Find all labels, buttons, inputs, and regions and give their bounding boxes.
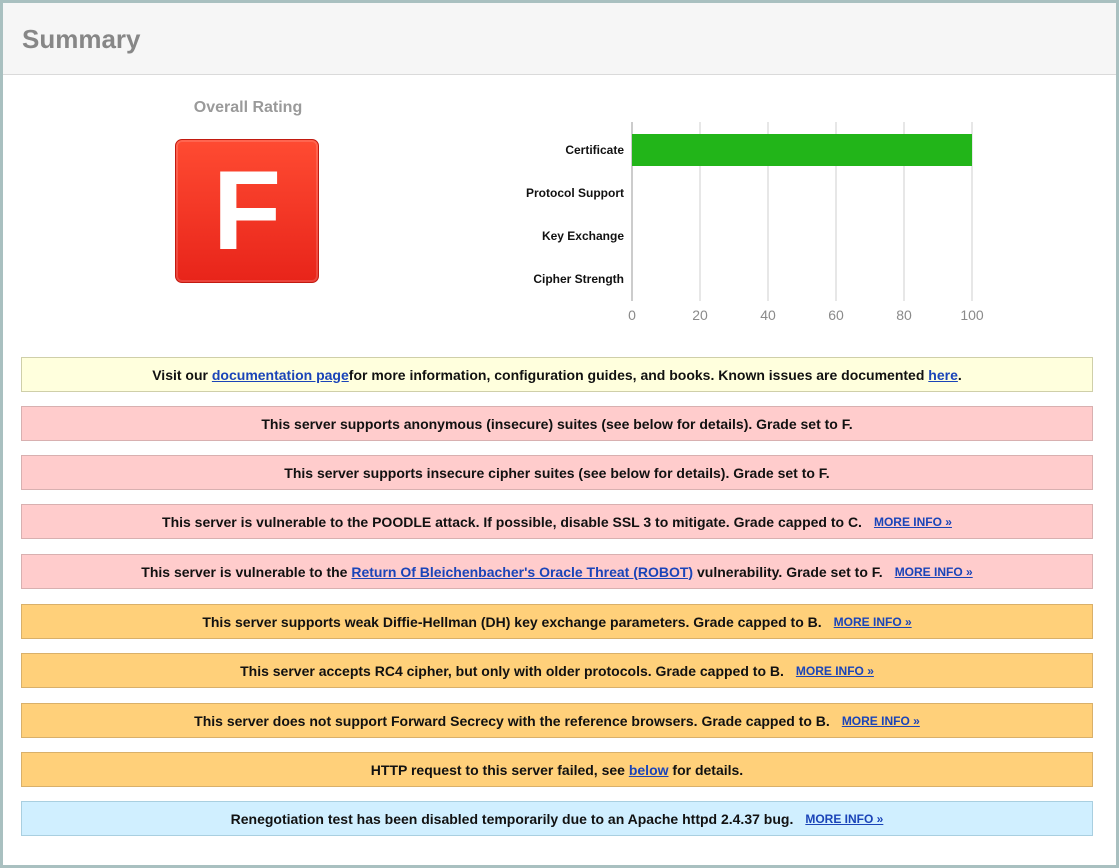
x-tick-label: 80	[896, 307, 912, 323]
x-tick-label: 60	[828, 307, 844, 323]
notice-forward-secrecy: This server does not support Forward Sec…	[21, 703, 1093, 738]
notice-text: This server accepts RC4 cipher, but only…	[240, 662, 784, 679]
category-label: Protocol Support	[526, 186, 624, 200]
known-issues-link[interactable]: here	[928, 366, 958, 383]
overall-rating-label: Overall Rating	[193, 99, 303, 116]
notice-anonymous-suites: This server supports anonymous (insecure…	[21, 406, 1093, 441]
notice-text: This server supports anonymous (insecure…	[261, 415, 853, 432]
notice-text: Visit our	[152, 366, 208, 383]
x-tick-label: 20	[692, 307, 708, 323]
notice-text: This server supports weak Diffie-Hellman…	[202, 613, 822, 630]
more-info-link[interactable]: MORE INFO »	[841, 713, 920, 728]
notice-rc4: This server accepts RC4 cipher, but only…	[21, 653, 1093, 688]
x-tick-label: 0	[628, 307, 636, 323]
notice-text: for details.	[672, 761, 744, 778]
documentation-link[interactable]: documentation page	[211, 366, 349, 383]
x-tick-label: 100	[960, 307, 984, 323]
grade-badge: F	[175, 139, 319, 283]
category-label: Certificate	[565, 143, 624, 157]
notice-http-failed: HTTP request to this server failed, see …	[21, 752, 1093, 787]
more-info-link[interactable]: MORE INFO »	[805, 811, 884, 826]
bar	[632, 134, 972, 166]
notice-text: HTTP request to this server failed, see	[370, 761, 625, 778]
notice-text: .	[957, 366, 962, 383]
notice-insecure-ciphers: This server supports insecure cipher sui…	[21, 455, 1093, 490]
rating-chart: Certificate Protocol Support Key Exchange C…	[526, 122, 984, 323]
notice-poodle: This server is vulnerable to the POODLE …	[21, 504, 1093, 539]
more-info-link[interactable]: MORE INFO »	[795, 663, 874, 678]
more-info-link[interactable]: MORE INFO »	[894, 564, 973, 579]
notice-text: vulnerability. Grade set to F.	[697, 563, 883, 580]
notice-text: This server does not support Forward Sec…	[194, 712, 830, 729]
more-info-link[interactable]: MORE INFO »	[833, 614, 912, 629]
notice-text: Renegotiation test has been disabled tem…	[230, 810, 794, 827]
grade-letter: F	[212, 148, 282, 273]
notice-text: This server is vulnerable to the	[141, 563, 348, 580]
robot-link[interactable]: Return Of Bleichenbacher's Oracle Threat…	[351, 563, 694, 580]
category-label: Cipher Strength	[533, 272, 624, 286]
notice-text: for more information, configuration guid…	[348, 366, 925, 383]
notice-documentation: Visit our documentation page for more in…	[21, 357, 1093, 392]
notice-weak-dh: This server supports weak Diffie-Hellman…	[21, 604, 1093, 639]
more-info-link[interactable]: MORE INFO »	[873, 514, 952, 529]
summary-header: Summary	[3, 3, 1116, 75]
below-link[interactable]: below	[628, 761, 669, 778]
notice-text: This server is vulnerable to the POODLE …	[162, 513, 862, 530]
notice-robot: This server is vulnerable to the Return …	[21, 554, 1093, 589]
page-title: Summary	[22, 24, 141, 54]
notice-renegotiation: Renegotiation test has been disabled tem…	[21, 801, 1093, 836]
notice-text: This server supports insecure cipher sui…	[284, 464, 830, 481]
category-label: Key Exchange	[542, 229, 624, 243]
x-tick-label: 40	[760, 307, 776, 323]
